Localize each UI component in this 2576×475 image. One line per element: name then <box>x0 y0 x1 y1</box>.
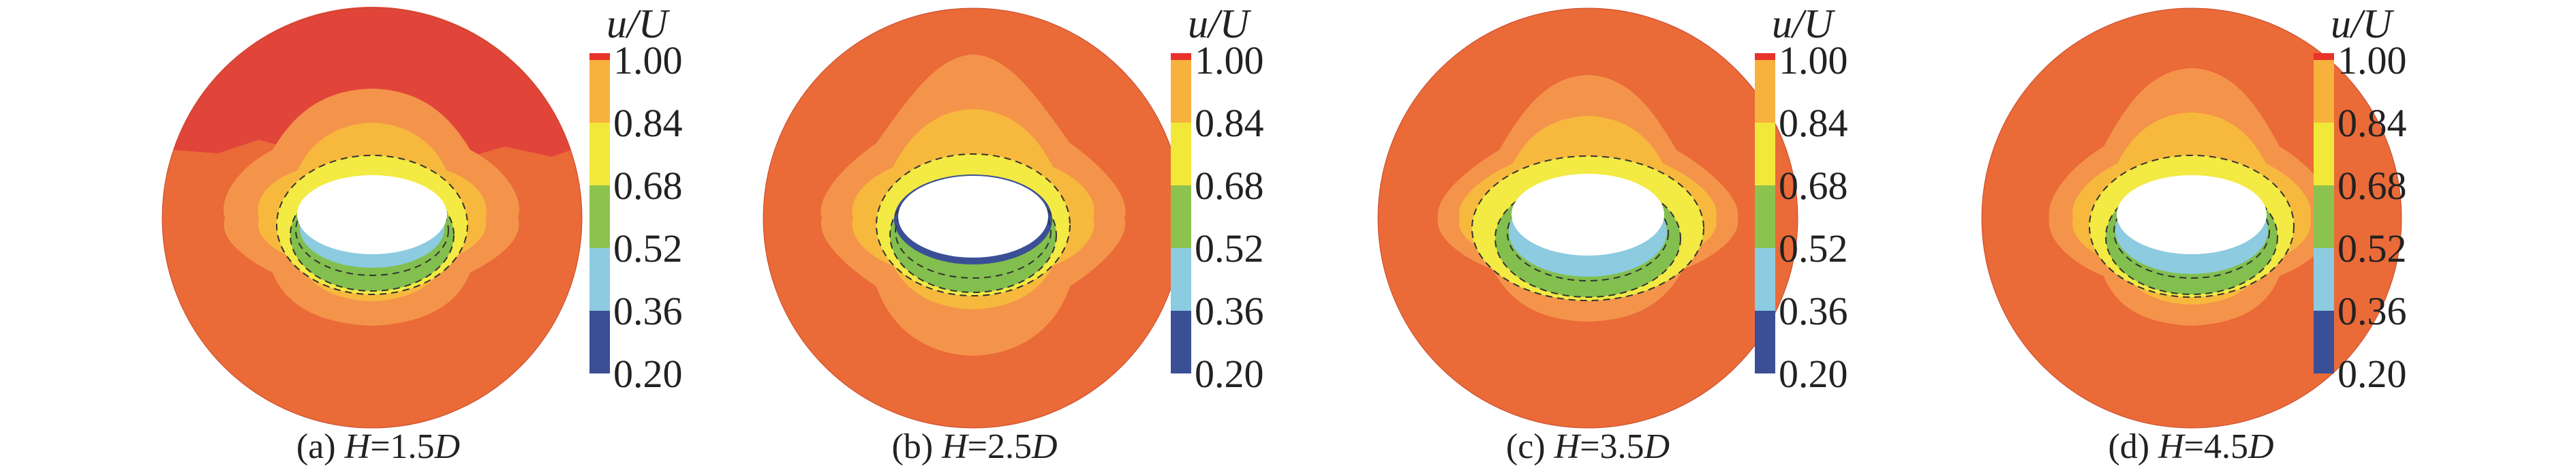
colorbar-title: u/U <box>1772 1 1836 46</box>
colorbar-band-4 <box>589 60 610 123</box>
caption-c: (c) H=3.5D <box>1506 427 1670 466</box>
panel-a <box>162 6 583 429</box>
panel-c-border <box>1377 7 1798 429</box>
colorbar-band-0 <box>1171 311 1191 373</box>
colorbar-band-5 <box>2314 53 2334 60</box>
colorbar-band-0 <box>2314 311 2334 373</box>
colorbar-tick-label: 0.20 <box>1195 352 1264 396</box>
colorbar-tick-label: 0.20 <box>1779 352 1848 396</box>
colorbar-band-4 <box>2314 60 2334 123</box>
colorbar-band-3 <box>589 123 610 185</box>
colorbar-band-1 <box>589 248 610 311</box>
panel-b <box>763 7 1184 429</box>
colorbar-band-4 <box>1755 60 1775 123</box>
colorbar-c: u/U1.00 0.84 0.68 0.52 0.36 0.20 <box>1755 1 1848 396</box>
panel-a-hole <box>297 175 447 254</box>
colorbar-tick-label: 0.52 <box>1195 226 1264 271</box>
colorbar-band-2 <box>2314 185 2334 248</box>
caption-b: (b) H=2.5D <box>891 427 1057 466</box>
panel-d-hole <box>2117 175 2267 254</box>
colorbar-band-4 <box>1171 60 1191 123</box>
caption-d: (d) H=4.5D <box>2108 427 2273 466</box>
caption-a: (a) H=1.5D <box>296 427 460 466</box>
colorbar-tick-label: 0.52 <box>1779 226 1848 271</box>
colorbar-tick-label: 0.84 <box>1195 101 1264 145</box>
colorbar-tick-label: 0.84 <box>613 101 683 145</box>
colorbar-tick-label: 0.68 <box>2337 164 2407 208</box>
colorbar-tick-label: 0.52 <box>2337 226 2407 271</box>
colorbar-band-3 <box>1755 123 1775 185</box>
colorbar-a: u/U1.00 0.84 0.68 0.52 0.36 0.20 <box>589 1 683 396</box>
colorbar-band-5 <box>589 53 610 60</box>
colorbar-tick-label: 0.20 <box>2337 352 2407 396</box>
panel-b-contour-lines <box>876 153 1071 296</box>
colorbar-band-1 <box>2314 248 2334 311</box>
colorbar-title: u/U <box>607 1 671 46</box>
colorbar-tick-label: 0.36 <box>613 289 683 333</box>
panel-d-border <box>1981 7 2402 429</box>
colorbar-d: u/U1.00 0.84 0.68 0.52 0.36 0.20 <box>2314 1 2407 396</box>
colorbar-band-1 <box>1755 248 1775 311</box>
colorbar-band-1 <box>1171 248 1191 311</box>
colorbar-tick-label: 0.68 <box>613 164 683 208</box>
panel-b-hole <box>898 176 1048 258</box>
colorbar-tick-label: 1.00 <box>1195 38 1264 82</box>
colorbar-tick-label: 0.36 <box>1195 289 1264 333</box>
colorbar-tick-label: 0.84 <box>1779 101 1848 145</box>
colorbar-band-3 <box>1171 123 1191 185</box>
colorbar-tick-label: 0.68 <box>1195 164 1264 208</box>
colorbar-tick-label: 0.52 <box>613 226 683 271</box>
colorbar-band-0 <box>1755 311 1775 373</box>
panel-a-border <box>162 7 583 429</box>
colorbar-tick-label: 1.00 <box>2337 38 2407 82</box>
colorbar-tick-label: 0.36 <box>2337 289 2407 333</box>
colorbar-band-3 <box>2314 123 2334 185</box>
colorbar-band-0 <box>589 311 610 373</box>
colorbar-title: u/U <box>2331 1 2395 46</box>
panel-d <box>1981 7 2402 429</box>
panel-a-top-band <box>173 6 571 157</box>
panel-c-hole <box>1512 174 1664 256</box>
colorbar-band-5 <box>1171 53 1191 60</box>
colorbar-band-2 <box>1755 185 1775 248</box>
colorbar-band-2 <box>589 185 610 248</box>
colorbar-tick-label: 0.68 <box>1779 164 1848 208</box>
colorbar-tick-label: 0.36 <box>1779 289 1848 333</box>
colorbar-band-5 <box>1755 53 1775 60</box>
colorbar-tick-label: 0.84 <box>2337 101 2407 145</box>
panel-c <box>1377 7 1798 429</box>
colorbar-tick-label: 1.00 <box>613 38 683 82</box>
colorbar-b: u/U1.00 0.84 0.68 0.52 0.36 0.20 <box>1171 1 1264 396</box>
colorbar-band-2 <box>1171 185 1191 248</box>
colorbar-tick-label: 1.00 <box>1779 38 1848 82</box>
colorbar-tick-label: 0.20 <box>613 352 683 396</box>
colorbar-title: u/U <box>1188 1 1252 46</box>
